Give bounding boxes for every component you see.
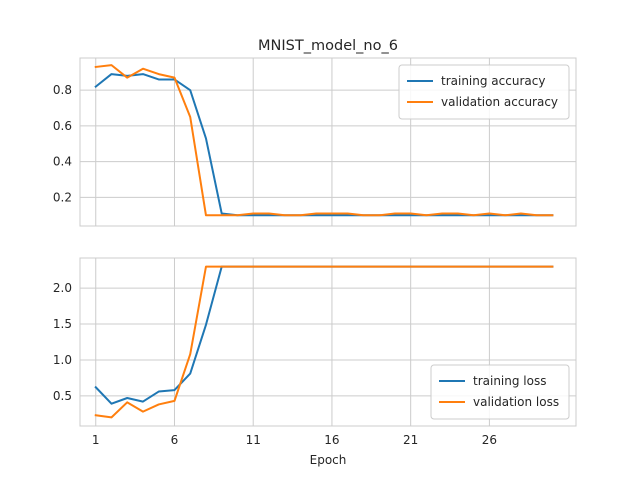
y-tick-label: 0.4 (53, 155, 72, 169)
series-line-validation-accuracy (94, 64, 554, 217)
legend: training loss validation loss (430, 364, 570, 420)
legend-box (398, 64, 570, 120)
y-tick-label: 0.5 (53, 389, 72, 403)
legend: training accuracy validation accuracy (398, 64, 570, 120)
series-line-validation-loss (94, 265, 554, 419)
legend-label: training accuracy (441, 74, 545, 88)
y-tick-label: 1.5 (53, 317, 72, 331)
legend-label: validation loss (473, 395, 559, 409)
chart-panel-1: 0.2 0.4 0.6 0.8 training accuracy validation … (53, 57, 577, 227)
x-tick-label: 26 (482, 433, 497, 447)
legend-box (430, 364, 570, 420)
y-tick-label: 0.8 (53, 83, 72, 97)
chart-title: MNIST_model_no_6 (258, 38, 398, 54)
axes-frame (79, 257, 577, 427)
x-tick-label: 6 (171, 433, 179, 447)
x-tick-label: 11 (246, 433, 261, 447)
y-tick-label: 0.2 (53, 190, 72, 204)
legend-label: validation accuracy (441, 95, 558, 109)
y-tick-label: 2.0 (53, 281, 72, 295)
x-tick-label: 16 (324, 433, 339, 447)
panels: 0.2 0.4 0.6 0.8 training accuracy validation … (53, 57, 577, 447)
axes-frame (79, 57, 577, 227)
x-tick-label: 1 (92, 433, 100, 447)
legend-label: training loss (473, 374, 546, 388)
y-tick-label: 0.6 (53, 119, 72, 133)
x-axis-label: Epoch (310, 453, 347, 467)
grid (80, 258, 576, 426)
x-tick-label: 21 (403, 433, 418, 447)
y-tick-label: 1.0 (53, 353, 72, 367)
